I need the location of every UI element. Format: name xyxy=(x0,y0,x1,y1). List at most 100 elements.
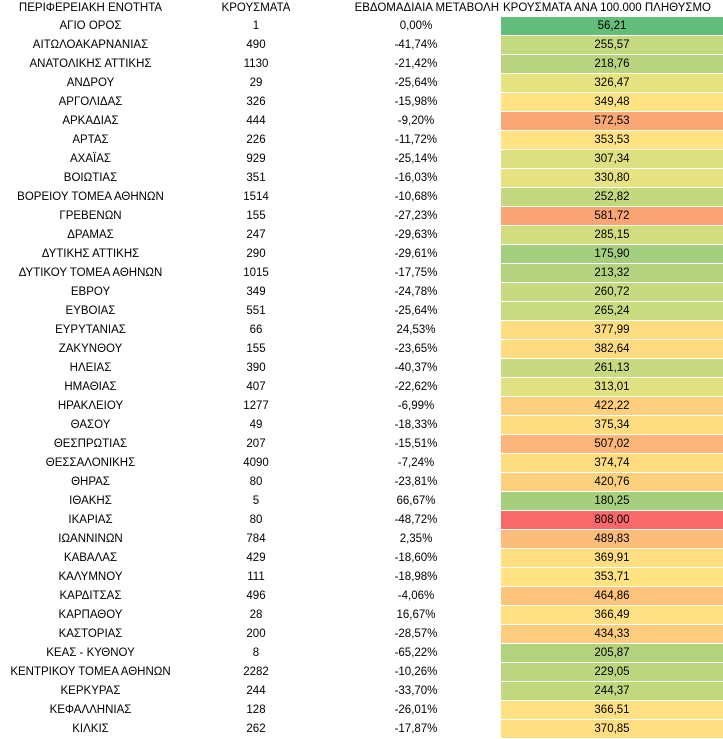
cases-cell: 8 xyxy=(252,647,260,659)
weekly-change-cell: -23,65% xyxy=(394,343,438,355)
table-row: ΙΘΑΚΗΣ 5 66,67% 180,25 xyxy=(0,491,723,511)
weekly-change-cell: -29,61% xyxy=(394,248,438,260)
per-100k-cell: 464,86 xyxy=(501,586,723,606)
per-100k-cell: 213,32 xyxy=(501,263,723,283)
table-row: ΘΕΣΣΑΛΟΝΙΚΗΣ 4090 -7,24% 374,74 xyxy=(0,453,723,473)
weekly-change-cell: -25,14% xyxy=(394,153,438,165)
cases-cell: 1 xyxy=(252,20,260,33)
table-row: ΑΝΑΤΟΛΙΚΗΣ ΑΤΤΙΚΗΣ 1130 -21,42% 218,76 xyxy=(0,54,723,74)
header-row: ΠΕΡΙΦΕΡΕΙΑΚΗ ΕΝΟΤΗΤΑ ΚΡΟΥΣΜΑΤΑ ΕΒΔΟΜΑΔΙΑ… xyxy=(0,0,723,17)
per-100k-cell: 366,49 xyxy=(501,605,723,625)
per-100k-cell: 581,72 xyxy=(501,206,723,226)
weekly-change-cell: -40,37% xyxy=(394,362,438,374)
weekly-change-cell: 2,35% xyxy=(399,533,433,545)
cases-cell: 111 xyxy=(247,571,265,583)
per-100k-cell: 326,47 xyxy=(501,73,723,93)
per-100k-cell: 330,80 xyxy=(501,168,723,188)
cases-cell: 200 xyxy=(246,628,266,640)
table-row: ΕΥΡΥΤΑΝΙΑΣ 66 24,53% 377,99 xyxy=(0,320,723,340)
cases-cell: 1277 xyxy=(243,400,269,412)
per-100k-cell: 377,99 xyxy=(501,320,723,340)
per-100k-cell: 229,05 xyxy=(501,662,723,682)
weekly-change-cell: 66,67% xyxy=(396,495,436,507)
per-100k-cell: 808,00 xyxy=(501,510,723,530)
weekly-change-cell: -33,70% xyxy=(394,685,438,697)
table-row: ΕΥΒΟΙΑΣ 551 -25,64% 265,24 xyxy=(0,301,723,321)
header-per-100k: ΚΡΟΥΣΜΑΤΑ ΑΝΑ 100.000 ΠΛΗΘΥΣΜΟ xyxy=(503,2,711,14)
region-cell: ΚΕΦΑΛΛΗΝΙΑΣ xyxy=(49,704,132,716)
region-cell: ΚΑΡΔΙΤΣΑΣ xyxy=(59,590,122,602)
region-cell: ΚΙΛΚΙΣ xyxy=(72,723,109,735)
region-cell: ΑΝΔΡΟΥ xyxy=(66,77,115,89)
table-row: ΚΕΝΤΡΙΚΟΥ ΤΟΜΕΑ ΑΘΗΝΩΝ 2282 -10,26% 229,05 xyxy=(0,662,723,682)
region-cell: ΘΕΣΠΡΩΤΙΑΣ xyxy=(53,438,128,450)
table-body: ΑΓΙΟ ΟΡΟΣ 1 0,00% 56,21 ΑΙΤΩΛΟΑΚΑΡΝΑΝΙΑΣ 490 -… xyxy=(0,17,723,739)
cases-cell: 349 xyxy=(246,286,266,298)
cases-cell: 29 xyxy=(249,77,263,89)
region-cell: ΔΥΤΙΚΟΥ ΤΟΜΕΑ ΑΘΗΝΩΝ xyxy=(18,267,163,279)
cases-cell: 929 xyxy=(246,153,266,165)
region-cell: ΑΙΤΩΛΟΑΚΑΡΝΑΝΙΑΣ xyxy=(32,39,149,51)
cases-cell: 244 xyxy=(246,685,266,697)
region-cell: ΚΕΑΣ - ΚΥΘΝΟΥ xyxy=(46,647,135,659)
cases-cell: 551 xyxy=(246,305,266,317)
region-cell: ΒΟΡΕΙΟΥ ΤΟΜΕΑ ΑΘΗΝΩΝ xyxy=(17,191,164,203)
table-row: ΚΑΡΔΙΤΣΑΣ 496 -4,06% 464,86 xyxy=(0,586,723,606)
weekly-change-cell: -23,81% xyxy=(394,476,438,488)
region-cell: ΑΡΤΑΣ xyxy=(72,134,109,146)
per-100k-cell: 420,76 xyxy=(501,472,723,492)
weekly-change-cell: -10,68% xyxy=(394,191,438,203)
cases-cell: 2282 xyxy=(243,666,269,678)
per-100k-cell: 265,24 xyxy=(501,301,723,321)
cases-cell: 80 xyxy=(249,476,263,488)
table-row: ΑΡΓΟΛΙΔΑΣ 326 -15,98% 349,48 xyxy=(0,92,723,112)
table-row: ΔΥΤΙΚΗΣ ΑΤΤΙΚΗΣ 290 -29,61% 175,90 xyxy=(0,244,723,264)
weekly-change-cell: -17,75% xyxy=(394,267,438,279)
per-100k-cell: 366,51 xyxy=(501,700,723,720)
cases-cell: 1130 xyxy=(243,58,269,70)
table-row: ΒΟΙΩΤΙΑΣ 351 -16,03% 330,80 xyxy=(0,168,723,188)
cases-cell: 128 xyxy=(246,704,266,716)
cases-cell: 390 xyxy=(246,362,266,374)
table-row: ΗΜΑΘΙΑΣ 407 -22,62% 313,01 xyxy=(0,377,723,397)
table-row: ΗΡΑΚΛΕΙΟΥ 1277 -6,99% 422,22 xyxy=(0,396,723,416)
region-cell: ΙΚΑΡΙΑΣ xyxy=(68,514,113,526)
per-100k-cell: 260,72 xyxy=(501,282,723,302)
table-row: ΚΕΡΚΥΡΑΣ 244 -33,70% 244,37 xyxy=(0,681,723,701)
table-row: ΚΑΒΑΛΑΣ 429 -18,60% 369,91 xyxy=(0,548,723,568)
per-100k-cell: 255,57 xyxy=(501,35,723,55)
weekly-change-cell: 16,67% xyxy=(396,609,436,621)
table-row: ΒΟΡΕΙΟΥ ΤΟΜΕΑ ΑΘΗΝΩΝ 1514 -10,68% 252,82 xyxy=(0,187,723,207)
cases-cell: 1015 xyxy=(243,267,269,279)
weekly-change-cell: -4,06% xyxy=(397,590,435,602)
cases-cell: 155 xyxy=(246,343,266,355)
cases-cell: 4090 xyxy=(243,457,269,469)
per-100k-cell: 572,53 xyxy=(501,111,723,131)
table-row: ΚΑΛΥΜΝΟΥ 111 -18,98% 353,71 xyxy=(0,567,723,587)
region-cell: ΑΡΓΟΛΙΔΑΣ xyxy=(58,96,123,108)
per-100k-cell: 252,82 xyxy=(501,187,723,207)
weekly-change-cell: -7,24% xyxy=(397,457,435,469)
region-cell: ΓΡΕΒΕΝΩΝ xyxy=(59,210,122,222)
region-cell: ΘΗΡΑΣ xyxy=(71,476,110,488)
cases-cell: 444 xyxy=(246,115,266,127)
cases-cell: 49 xyxy=(249,419,263,431)
cases-cell: 290 xyxy=(246,248,266,260)
table-row: ΖΑΚΥΝΘΟΥ 155 -23,65% 382,64 xyxy=(0,339,723,359)
weekly-change-cell: -18,98% xyxy=(394,571,438,583)
per-100k-cell: 382,64 xyxy=(501,339,723,359)
table-row: ΕΒΡΟΥ 349 -24,78% 260,72 xyxy=(0,282,723,302)
region-cell: ΖΑΚΥΝΘΟΥ xyxy=(58,343,123,355)
region-cell: ΘΕΣΣΑΛΟΝΙΚΗΣ xyxy=(45,457,136,469)
table-row: ΚΙΛΚΙΣ 262 -17,87% 370,85 xyxy=(0,719,723,739)
per-100k-cell: 205,87 xyxy=(501,643,723,663)
table-row: ΑΝΔΡΟΥ 29 -25,64% 326,47 xyxy=(0,73,723,93)
weekly-change-cell: -26,01% xyxy=(394,704,438,716)
weekly-change-cell: 0,00% xyxy=(399,20,433,33)
weekly-change-cell: -15,51% xyxy=(394,438,438,450)
table-row: ΑΓΙΟ ΟΡΟΣ 1 0,00% 56,21 xyxy=(0,17,723,36)
table-row: ΙΩΑΝΝΙΝΩΝ 784 2,35% 489,83 xyxy=(0,529,723,549)
weekly-change-cell: -21,42% xyxy=(394,58,438,70)
per-100k-cell: 369,91 xyxy=(501,548,723,568)
per-100k-cell: 56,21 xyxy=(501,17,723,36)
